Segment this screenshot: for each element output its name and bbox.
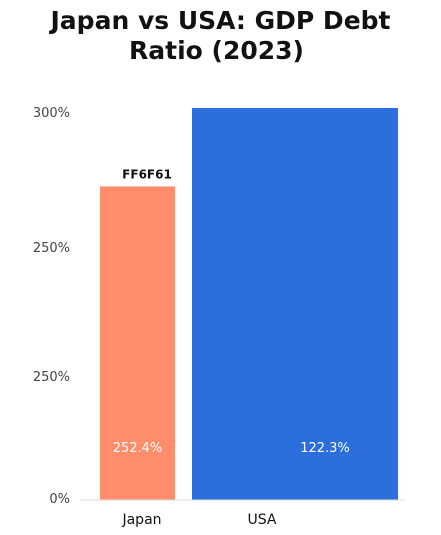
chart-title-line-1: Japan vs USA: GDP Debt: [50, 6, 391, 35]
chart-title: Japan vs USA: GDP Debt Ratio (2023): [0, 6, 441, 66]
bar-usa: [192, 108, 398, 500]
bars: [100, 108, 398, 500]
y-axis-ticks: 300% 250% 250% 0%: [33, 106, 70, 507]
category-label-japan: Japan: [121, 512, 161, 528]
y-tick-label: 0%: [49, 492, 70, 507]
bar-value-label-usa: 122.3%: [300, 441, 350, 456]
bar-japan: [100, 186, 175, 500]
bar-labels: 252.4% Japan 122.3% USA FF6F61: [113, 167, 350, 528]
chart-title-line-2: Ratio (2023): [129, 36, 304, 65]
category-label-usa: USA: [248, 512, 277, 528]
y-tick-label: 300%: [33, 106, 70, 121]
japan-bar-annotation: FF6F61: [122, 167, 172, 181]
y-tick-label: 250%: [33, 241, 70, 256]
y-tick-label: 250%: [33, 370, 70, 385]
bar-value-label-japan: 252.4%: [113, 441, 163, 456]
